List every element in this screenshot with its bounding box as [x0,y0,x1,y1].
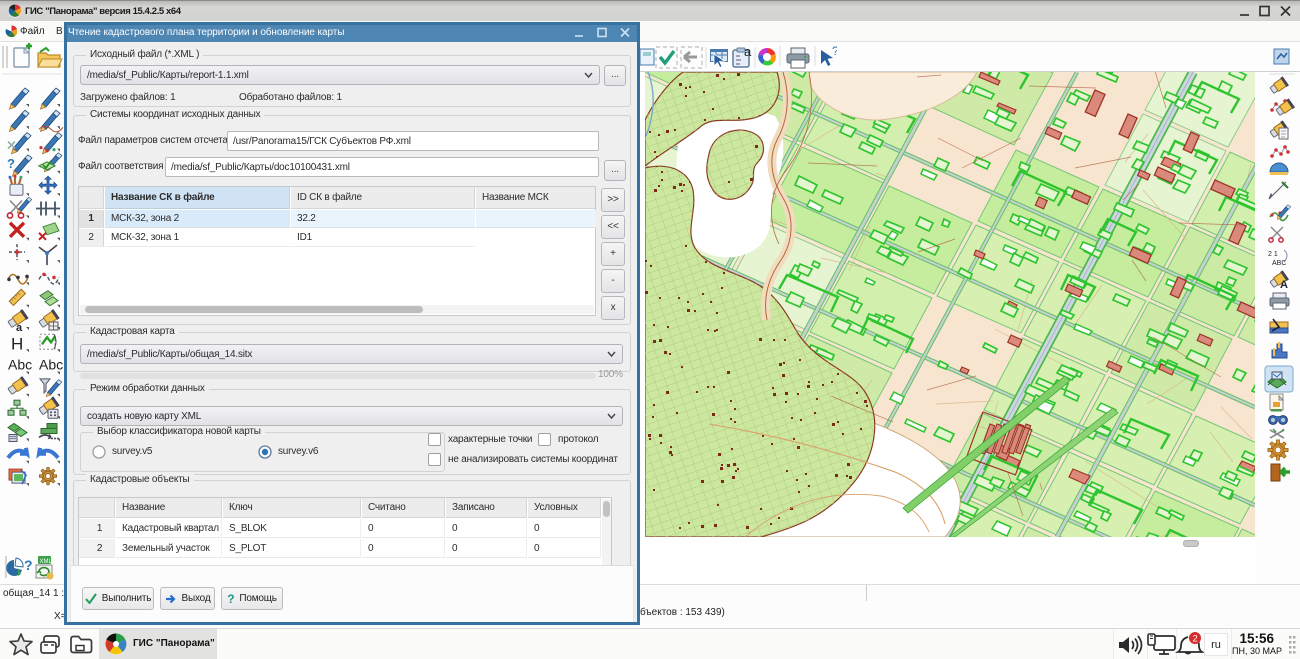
svg-text:ABC: ABC [1272,260,1286,267]
svg-text:A: A [1280,279,1288,291]
svg-text:?: ? [24,557,33,573]
svg-text:2 1: 2 1 [1268,251,1278,258]
svg-text:2: 2 [1193,634,1198,645]
svg-text:H: H [11,334,23,353]
svg-text:?: ? [832,46,837,58]
svg-text:a: a [16,322,23,334]
svg-text:a: a [744,46,752,59]
svg-text:XML: XML [40,559,53,565]
svg-text:Abc: Abc [39,357,63,373]
svg-text:?: ? [7,156,15,171]
svg-text:Abc: Abc [8,357,32,373]
